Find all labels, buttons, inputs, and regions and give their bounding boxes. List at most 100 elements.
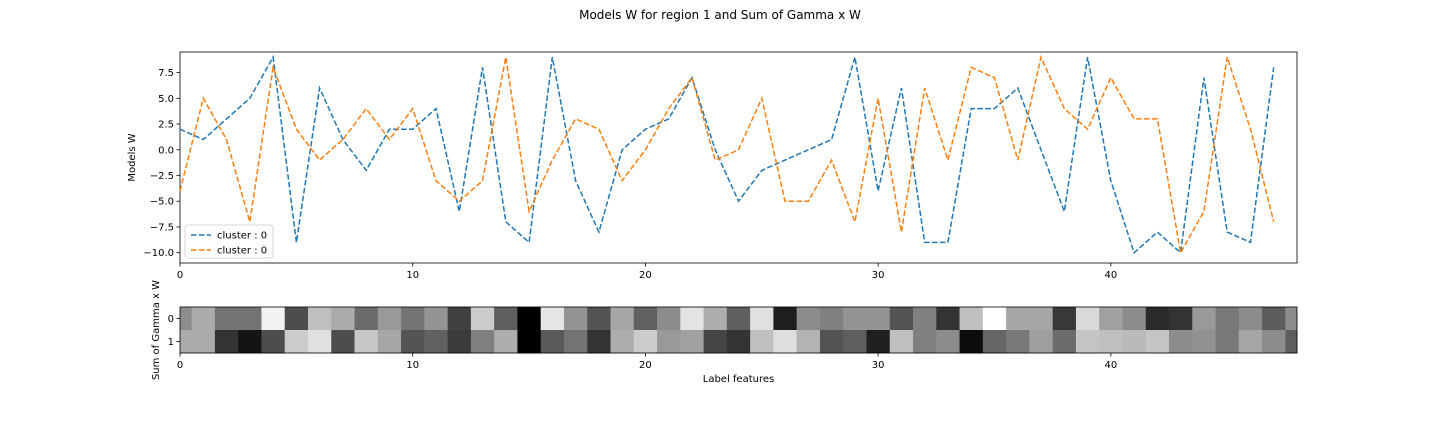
heatmap-cell <box>1075 307 1100 331</box>
heatmap-cell <box>307 307 332 331</box>
heatmap-cell <box>447 307 472 331</box>
heatmap-cell <box>1145 307 1170 331</box>
line-plot-y-ticks: 7.5 5.0 2.5 0.0 −2.5 −5.0 −7.5 −10.0 <box>143 68 180 259</box>
heatmap-cell <box>238 307 262 331</box>
heatmap-cell <box>1238 307 1263 331</box>
heatmap-cell <box>191 307 216 331</box>
heatmap-cell <box>959 307 984 331</box>
heatmap-cell <box>657 307 681 331</box>
heatmap-x-ticks: 0 10 20 30 40 <box>177 353 1117 371</box>
heatmap-cell <box>377 307 402 331</box>
legend: cluster : 0 cluster : 0 <box>184 224 274 259</box>
line-plot-y-label: Models W <box>127 133 138 181</box>
y-tick-label: −10.0 <box>143 248 174 259</box>
heatmap-cell <box>1099 307 1123 331</box>
heatmap-cell <box>331 330 355 354</box>
line-plot-frame <box>179 51 1298 264</box>
heatmap-cells <box>180 307 1298 354</box>
heatmap-cell <box>354 307 379 331</box>
heatmap-cell <box>1262 330 1286 354</box>
heatmap-cell <box>657 330 681 354</box>
heatmap-cell <box>1122 307 1147 331</box>
heatmap-x-tick-label: 30 <box>872 360 885 371</box>
heatmap-cell <box>1099 330 1123 354</box>
x-tick-label: 20 <box>639 270 652 281</box>
heatmap-cell <box>796 330 821 354</box>
heatmap-cell <box>470 330 495 354</box>
models-w-line-plot: 7.55.02.50.0−2.5−5.0−7.5−10.0 0 10 20 30 40 … <box>127 51 1298 281</box>
series-line-1 <box>179 54 1275 255</box>
heatmap-cell <box>540 307 565 331</box>
heatmap-cell <box>1215 307 1240 331</box>
heatmap-cell <box>1075 330 1100 354</box>
legend-label: cluster : 0 <box>217 246 267 257</box>
heatmap-cell <box>750 330 774 354</box>
y-tick-label: 7.5 <box>158 68 174 79</box>
heatmap-cell <box>284 307 309 331</box>
heatmap-cell <box>680 330 704 354</box>
heatmap-cell <box>1029 307 1054 331</box>
heatmap-cell <box>1285 307 1298 331</box>
heatmap-cell <box>1238 330 1263 354</box>
heatmap-cell <box>1145 330 1170 354</box>
heatmap-cell <box>1262 307 1286 331</box>
heatmap-cell <box>1052 330 1077 354</box>
x-tick-label: 40 <box>1104 270 1117 281</box>
heatmap-cell <box>401 330 425 354</box>
heatmap-x-tick-label: 40 <box>1104 360 1117 371</box>
heatmap-cell <box>1122 330 1147 354</box>
heatmap-cell <box>1006 330 1030 354</box>
heatmap-cell <box>866 307 891 331</box>
heatmap-cell <box>1006 307 1030 331</box>
heatmap-cell <box>587 330 611 354</box>
x-tick-label: 0 <box>177 270 183 281</box>
heatmap-cell <box>307 330 332 354</box>
legend-label: cluster : 0 <box>217 231 267 242</box>
line-series-group <box>179 54 1275 255</box>
heatmap-cell <box>843 307 867 331</box>
heatmap-cell <box>1215 330 1240 354</box>
heatmap-cell <box>214 307 239 331</box>
heatmap-cell <box>470 307 495 331</box>
heatmap-cell <box>517 330 542 354</box>
heatmap-y-tick-label: 0 <box>168 314 174 325</box>
heatmap-x-tick-label: 10 <box>406 360 419 371</box>
heatmap-cell <box>1192 330 1216 354</box>
heatmap-cell <box>703 330 728 354</box>
heatmap-cell <box>633 330 658 354</box>
heatmap-cell <box>796 307 821 331</box>
heatmap-cell <box>773 307 798 331</box>
heatmap-cell <box>180 330 193 354</box>
heatmap-cell <box>214 330 239 354</box>
heatmap-cell <box>401 307 425 331</box>
heatmap-y-label: Sum of Gamma x W <box>151 280 162 380</box>
heatmap-cell <box>703 307 728 331</box>
heatmap-cell <box>936 330 960 354</box>
heatmap-cell <box>494 307 518 331</box>
heatmap-cell <box>866 330 891 354</box>
heatmap-cell <box>773 330 798 354</box>
heatmap-cell <box>191 330 216 354</box>
heatmap-cell <box>494 330 518 354</box>
gamma-heatmap: 01 0 10 20 30 40 Sum of Gamma x W Label feat… <box>151 280 1298 385</box>
heatmap-cell <box>331 307 355 331</box>
figure-title: Models W for region 1 and Sum of Gamma x… <box>579 8 861 22</box>
heatmap-frame <box>179 306 1298 354</box>
heatmap-cell <box>354 330 379 354</box>
heatmap-cell <box>936 307 960 331</box>
heatmap-cell <box>1052 307 1077 331</box>
heatmap-cell <box>726 307 751 331</box>
heatmap-cell <box>517 307 542 331</box>
heatmap-cell <box>1169 330 1193 354</box>
heatmap-cell <box>261 307 286 331</box>
y-tick-label: 5.0 <box>158 94 174 105</box>
y-tick-label: −5.0 <box>150 197 174 208</box>
heatmap-cell <box>1192 307 1216 331</box>
heatmap-x-tick-label: 0 <box>177 360 183 371</box>
heatmap-cell <box>819 330 844 354</box>
heatmap-cell <box>563 307 588 331</box>
heatmap-x-label: Label features <box>703 374 774 385</box>
heatmap-cell <box>982 330 1007 354</box>
y-tick-label: −7.5 <box>150 222 174 233</box>
